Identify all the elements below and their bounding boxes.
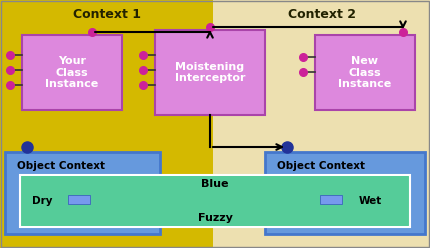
Bar: [213, 0, 430, 248]
Text: Wet: Wet: [358, 196, 382, 206]
Text: Object Context: Object Context: [17, 161, 105, 171]
Bar: [155, 30, 265, 115]
Bar: [0, 0, 213, 248]
Text: Moistening
Interceptor: Moistening Interceptor: [175, 62, 245, 83]
Text: Fuzzy: Fuzzy: [197, 213, 233, 223]
Text: Object Context: Object Context: [277, 161, 365, 171]
Text: Context 1: Context 1: [73, 7, 141, 21]
Text: Your
Class
Instance: Your Class Instance: [46, 56, 98, 89]
Text: Blue: Blue: [201, 179, 229, 189]
Bar: [22, 211, 408, 226]
Text: Dry: Dry: [32, 196, 52, 206]
Bar: [265, 152, 425, 234]
Bar: [22, 193, 408, 209]
Bar: [22, 35, 122, 110]
Bar: [68, 195, 90, 204]
Text: New
Class
Instance: New Class Instance: [338, 56, 392, 89]
Bar: [5, 152, 160, 234]
Bar: [20, 175, 410, 227]
Bar: [315, 35, 415, 110]
Bar: [320, 195, 342, 204]
Bar: [22, 176, 408, 191]
Text: Context 2: Context 2: [288, 7, 356, 21]
